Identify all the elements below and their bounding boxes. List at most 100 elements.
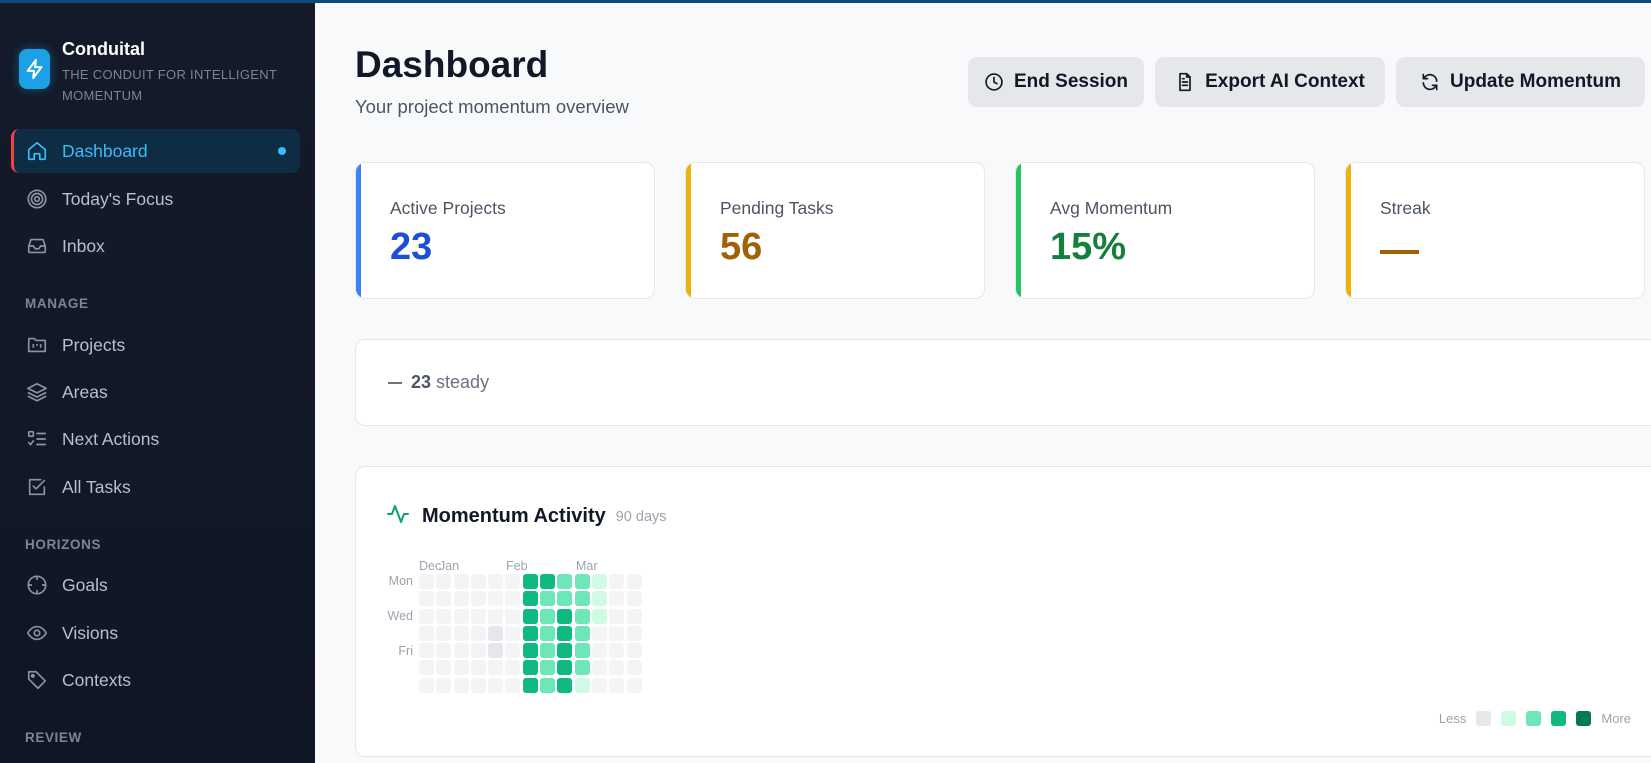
heatmap-cell[interactable] [505, 643, 521, 659]
heatmap-cell[interactable] [591, 643, 607, 659]
heatmap-cell[interactable] [540, 591, 556, 607]
heatmap-cell[interactable] [591, 677, 607, 693]
heatmap-cell[interactable] [574, 574, 590, 589]
heatmap-cell[interactable] [609, 574, 625, 589]
heatmap-cell[interactable] [609, 625, 625, 641]
update-momentum-button[interactable]: Update Momentum [1396, 57, 1645, 107]
heatmap-cell[interactable] [436, 677, 452, 693]
heatmap-cell[interactable] [591, 660, 607, 676]
heatmap-cell[interactable] [488, 677, 504, 693]
heatmap-cell[interactable] [436, 643, 452, 659]
heatmap-cell[interactable] [470, 591, 486, 607]
heatmap-cell[interactable] [609, 608, 625, 624]
sidebar-item-areas[interactable]: Areas [11, 370, 300, 414]
sidebar-item-goals[interactable]: Goals [11, 563, 300, 607]
heatmap-cell[interactable] [626, 677, 642, 693]
heatmap-cell[interactable] [419, 660, 434, 676]
heatmap-cell[interactable] [505, 660, 521, 676]
heatmap-cell[interactable] [522, 643, 538, 659]
sidebar-item-projects[interactable]: Projects [11, 323, 300, 367]
heatmap-cell[interactable] [574, 643, 590, 659]
sidebar-item-visions[interactable]: Visions [11, 611, 300, 655]
heatmap-cell[interactable] [591, 574, 607, 589]
heatmap-cell[interactable] [540, 677, 556, 693]
heatmap-cell[interactable] [574, 677, 590, 693]
heatmap-cell[interactable] [488, 574, 504, 589]
heatmap-cell[interactable] [557, 643, 573, 659]
heatmap-cell[interactable] [574, 625, 590, 641]
heatmap-cell[interactable] [453, 660, 469, 676]
heatmap-cell[interactable] [419, 625, 434, 641]
heatmap-cell[interactable] [488, 625, 504, 641]
heatmap-cell[interactable] [626, 591, 642, 607]
heatmap-cell[interactable] [540, 608, 556, 624]
sidebar-item-dashboard[interactable]: Dashboard [11, 129, 300, 173]
heatmap-cell[interactable] [591, 608, 607, 624]
heatmap-cell[interactable] [557, 574, 573, 589]
heatmap-cell[interactable] [574, 608, 590, 624]
heatmap-cell[interactable] [470, 643, 486, 659]
heatmap-cell[interactable] [505, 591, 521, 607]
export-ai-context-button[interactable]: Export AI Context [1155, 57, 1385, 107]
heatmap-cell[interactable] [488, 660, 504, 676]
heatmap-cell[interactable] [453, 643, 469, 659]
heatmap-cell[interactable] [419, 677, 434, 693]
heatmap-cell[interactable] [453, 591, 469, 607]
heatmap-cell[interactable] [557, 677, 573, 693]
brand[interactable]: Conduital THE CONDUIT FOR INTELLIGENT MO… [19, 38, 292, 106]
heatmap-cell[interactable] [522, 625, 538, 641]
heatmap-cell[interactable] [609, 660, 625, 676]
heatmap-cell[interactable] [470, 608, 486, 624]
heatmap-cell[interactable] [505, 625, 521, 641]
heatmap-cell[interactable] [436, 574, 452, 589]
sidebar-item-todays-focus[interactable]: Today's Focus [11, 177, 300, 221]
heatmap-cell[interactable] [626, 643, 642, 659]
heatmap-cell[interactable] [557, 608, 573, 624]
heatmap-cell[interactable] [626, 574, 642, 589]
heatmap-cell[interactable] [470, 574, 486, 589]
heatmap-cell[interactable] [609, 677, 625, 693]
heatmap-cell[interactable] [557, 660, 573, 676]
heatmap-cell[interactable] [540, 625, 556, 641]
heatmap-cell[interactable] [453, 677, 469, 693]
heatmap-cell[interactable] [522, 574, 538, 589]
end-session-button[interactable]: End Session [968, 57, 1144, 107]
heatmap-cell[interactable] [436, 660, 452, 676]
heatmap-cell[interactable] [470, 625, 486, 641]
heatmap-cell[interactable] [522, 660, 538, 676]
heatmap-cell[interactable] [540, 660, 556, 676]
heatmap-cell[interactable] [522, 677, 538, 693]
heatmap-cell[interactable] [453, 574, 469, 589]
heatmap-cell[interactable] [626, 608, 642, 624]
heatmap-cell[interactable] [419, 574, 434, 589]
heatmap-cell[interactable] [609, 591, 625, 607]
heatmap-cell[interactable] [591, 625, 607, 641]
heatmap-cell[interactable] [626, 660, 642, 676]
heatmap-cell[interactable] [574, 591, 590, 607]
heatmap-cell[interactable] [505, 574, 521, 589]
heatmap-cell[interactable] [522, 591, 538, 607]
heatmap-cell[interactable] [505, 677, 521, 693]
heatmap-cell[interactable] [505, 608, 521, 624]
heatmap-cell[interactable] [557, 625, 573, 641]
heatmap-cell[interactable] [540, 643, 556, 659]
heatmap-cell[interactable] [419, 591, 434, 607]
heatmap-cell[interactable] [419, 608, 434, 624]
heatmap-cell[interactable] [574, 660, 590, 676]
heatmap-cell[interactable] [488, 591, 504, 607]
heatmap-cell[interactable] [436, 608, 452, 624]
heatmap-cell[interactable] [488, 643, 504, 659]
heatmap-cell[interactable] [470, 660, 486, 676]
heatmap-cell[interactable] [453, 625, 469, 641]
heatmap-cell[interactable] [540, 574, 556, 589]
sidebar-item-next-actions[interactable]: Next Actions [11, 417, 300, 461]
heatmap-cell[interactable] [609, 643, 625, 659]
heatmap-cell[interactable] [470, 677, 486, 693]
sidebar-item-contexts[interactable]: Contexts [11, 658, 300, 702]
heatmap-cell[interactable] [557, 591, 573, 607]
heatmap-cell[interactable] [453, 608, 469, 624]
heatmap-cell[interactable] [522, 608, 538, 624]
heatmap-cell[interactable] [626, 625, 642, 641]
heatmap-cell[interactable] [436, 591, 452, 607]
heatmap-cell[interactable] [488, 608, 504, 624]
